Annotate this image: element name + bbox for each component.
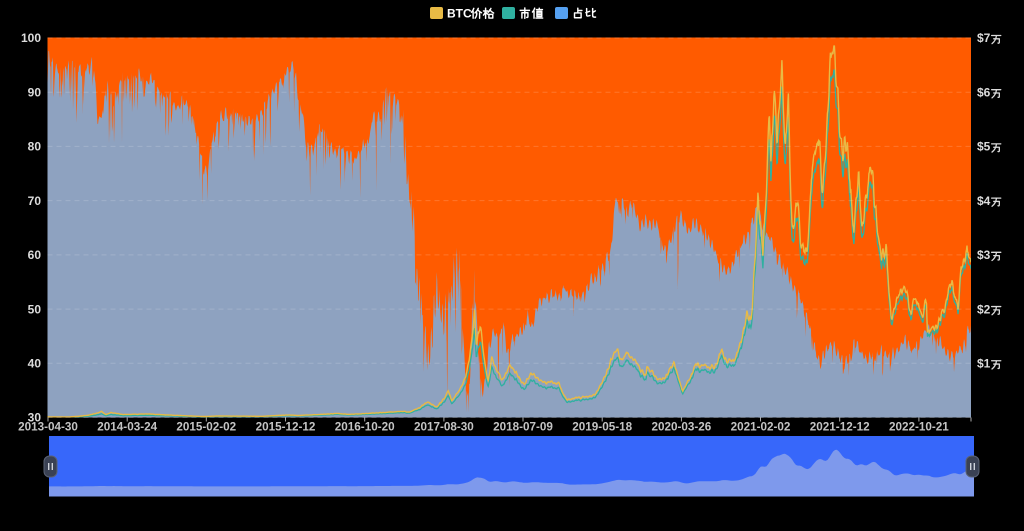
svg-text:70: 70 <box>28 194 42 208</box>
svg-text:$2: $2 <box>977 302 991 316</box>
svg-text:2015-12-12: 2015-12-12 <box>256 421 316 434</box>
svg-text:2015-02-02: 2015-02-02 <box>176 421 236 434</box>
svg-text:60: 60 <box>28 248 42 262</box>
svg-text:30: 30 <box>28 411 42 425</box>
svg-text:2014-03-24: 2014-03-24 <box>97 421 157 434</box>
svg-text:BTC: BTC <box>447 7 472 21</box>
svg-text:2018-07-09: 2018-07-09 <box>493 421 553 434</box>
svg-text:$3: $3 <box>977 248 991 262</box>
svg-text:$1: $1 <box>977 357 991 371</box>
svg-text:2021-02-02: 2021-02-02 <box>731 421 791 434</box>
svg-text:$4: $4 <box>977 194 991 208</box>
svg-text:80: 80 <box>28 140 42 154</box>
svg-text:2022-10-21: 2022-10-21 <box>889 421 949 434</box>
svg-text:2021-12-12: 2021-12-12 <box>810 421 870 434</box>
svg-text:90: 90 <box>28 85 42 99</box>
svg-text:2016-10-20: 2016-10-20 <box>335 421 395 434</box>
svg-text:2020-03-26: 2020-03-26 <box>652 421 712 434</box>
svg-text:50: 50 <box>28 302 42 316</box>
svg-text:2019-05-18: 2019-05-18 <box>572 421 632 434</box>
svg-text:40: 40 <box>28 357 42 371</box>
svg-text:2013-04-30: 2013-04-30 <box>18 421 78 434</box>
svg-text:$5: $5 <box>977 140 991 154</box>
svg-text:2017-08-30: 2017-08-30 <box>414 421 474 434</box>
svg-text:$6: $6 <box>977 85 991 99</box>
svg-text:100: 100 <box>21 31 41 45</box>
svg-text:$7: $7 <box>977 31 991 45</box>
